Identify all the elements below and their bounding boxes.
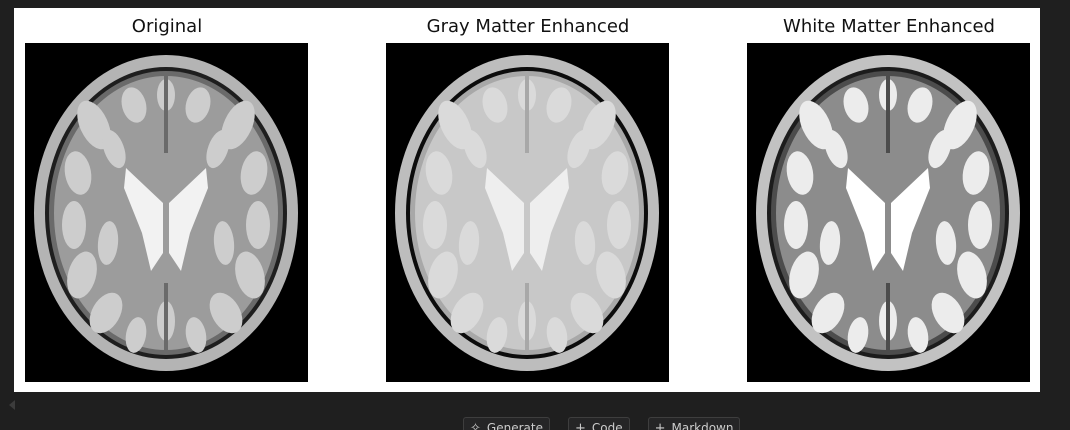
- gray-matter-panel: Gray Matter Enhanced: [386, 8, 670, 392]
- cell-output-figure: Original Gray Matter Enhanced White Matt…: [14, 8, 1040, 392]
- add-code-cell-button[interactable]: + Code: [567, 417, 630, 430]
- add-code-cell-label: Code: [591, 421, 623, 430]
- gray-matter-panel-title: Gray Matter Enhanced: [426, 16, 630, 37]
- original-panel-title: Original: [131, 16, 203, 37]
- white-matter-panel-title: White Matter Enhanced: [783, 16, 995, 37]
- plus-icon: +: [574, 420, 586, 430]
- original-panel: Original: [25, 8, 309, 392]
- add-cell-toolbar: ✧ Generate + Code + Markdown: [463, 417, 741, 430]
- white-matter-mri-image: [747, 43, 1030, 382]
- gray-matter-mri-image: [386, 43, 669, 382]
- add-markdown-cell-label: Markdown: [671, 421, 734, 430]
- generate-button-label: Generate: [486, 421, 543, 430]
- sparkle-icon: ✧: [470, 420, 481, 430]
- plus-icon: +: [654, 420, 666, 430]
- original-mri-image: [25, 43, 308, 382]
- white-matter-panel: White Matter Enhanced: [747, 8, 1031, 392]
- collapse-output-icon[interactable]: [9, 400, 15, 410]
- generate-button[interactable]: ✧ Generate: [463, 417, 550, 430]
- add-markdown-cell-button[interactable]: + Markdown: [647, 417, 741, 430]
